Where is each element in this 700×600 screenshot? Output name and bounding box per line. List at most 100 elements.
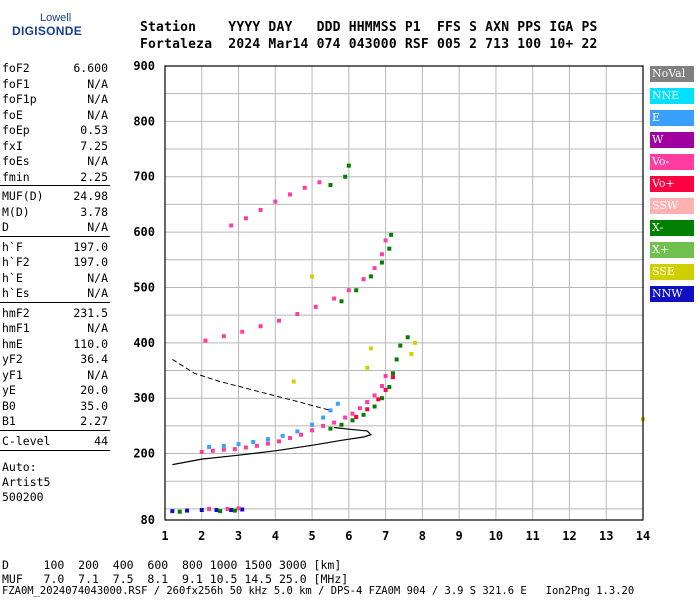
param-name: foF1	[2, 76, 30, 91]
separator	[0, 235, 110, 237]
param-row: foE N/A	[2, 107, 108, 123]
echo-point	[365, 365, 370, 370]
param-value: 44	[94, 433, 108, 448]
echo-point	[203, 338, 208, 343]
param-row: yE 20.0	[2, 382, 108, 398]
echo-point	[240, 329, 245, 334]
echo-point	[254, 443, 259, 448]
legend-item: NoVal	[650, 66, 694, 82]
echo-point	[390, 375, 395, 380]
param-name: h`Es	[2, 286, 30, 300]
param-value: 35.0	[80, 398, 108, 413]
echo-point	[379, 252, 384, 257]
echo-point	[409, 351, 414, 356]
distance-row: D 100 200 400 600 800 1000 1500 3000 [km…	[2, 558, 342, 572]
y-tick-label: 500	[133, 280, 155, 294]
echo-point	[302, 185, 307, 190]
echo-point	[243, 445, 248, 450]
echo-point	[310, 422, 315, 427]
x-tick-label: 13	[599, 529, 613, 543]
echo-point	[339, 422, 344, 427]
echo-point	[221, 443, 226, 448]
param-name: yF1	[2, 367, 23, 382]
echo-point	[214, 508, 219, 513]
echo-point	[258, 324, 263, 329]
echo-point	[295, 429, 300, 434]
param-value: 0.53	[80, 123, 108, 137]
profile-dashed-line	[172, 358, 331, 411]
echo-point	[199, 508, 204, 513]
param-value: 36.4	[80, 352, 108, 366]
param-name: C-level	[2, 433, 51, 448]
echo-point	[232, 508, 237, 513]
echo-point	[229, 508, 234, 513]
param-name: foE	[2, 107, 23, 122]
echo-point	[379, 396, 384, 401]
echo-point	[310, 274, 315, 279]
echo-point	[236, 442, 241, 447]
logo-digisonde: DIGISONDE	[12, 24, 83, 38]
param-value: 7.25	[80, 138, 108, 153]
echo-point	[291, 379, 296, 384]
param-value: 6.600	[73, 61, 108, 75]
echo-point	[170, 509, 175, 514]
auto-line: Artist5	[2, 475, 51, 489]
x-tick-label: 4	[272, 529, 279, 543]
legend-item: W	[650, 132, 694, 148]
separator	[0, 185, 110, 186]
tick-labels: 1 2 3 4 5 6 7 8 9 10 11 12 13 14802003004005006007008…	[133, 59, 650, 543]
echo-point	[389, 232, 394, 237]
param-name: h`F	[2, 239, 23, 254]
param-name: fmin	[2, 169, 30, 184]
echo-point	[376, 397, 381, 402]
echo-point	[387, 385, 392, 390]
param-value: N/A	[87, 321, 108, 335]
param-value: N/A	[87, 107, 108, 122]
param-row: foEp 0.53	[2, 122, 108, 138]
echo-point	[350, 418, 355, 423]
echo-point	[199, 449, 204, 454]
param-name: foF2	[2, 61, 30, 75]
param-name: B1	[2, 414, 16, 428]
echo-point	[218, 509, 223, 514]
profile-solid-line	[172, 426, 373, 466]
separator	[0, 301, 110, 303]
echo-point	[413, 340, 418, 345]
echo-point	[390, 371, 395, 376]
echo-point	[177, 509, 182, 514]
param-name: MUF(D)	[2, 189, 44, 203]
echo-point	[313, 304, 318, 309]
x-tick-label: 1	[161, 529, 168, 543]
param-row: M(D) 3.78	[2, 204, 108, 220]
electron-density-profiles	[172, 358, 373, 466]
legend-item: NNW	[650, 286, 694, 302]
x-tick-label: 14	[636, 529, 650, 543]
echo-point	[243, 216, 248, 221]
x-tick-label: 5	[308, 529, 315, 543]
echo-point	[357, 406, 362, 411]
param-name: M(D)	[2, 204, 30, 219]
param-row: h`F2 197.0	[2, 254, 108, 270]
param-value: 2.25	[80, 169, 108, 184]
param-row: yF2 36.4	[2, 351, 108, 367]
echo-point	[328, 183, 333, 188]
echo-point	[207, 506, 212, 511]
y-tick-label: 80	[141, 513, 155, 527]
separator	[0, 429, 110, 431]
param-value: N/A	[87, 367, 108, 382]
plot-frame	[164, 65, 644, 521]
echo-point	[276, 318, 281, 323]
param-name: B0	[2, 398, 16, 413]
param-value: 231.5	[73, 305, 108, 320]
legend-item: SSW	[650, 198, 694, 214]
echo-point	[332, 296, 337, 301]
param-row: D N/A	[2, 219, 108, 235]
legend-item: Vo-	[650, 154, 694, 170]
echo-point	[332, 420, 337, 425]
param-name: hmF1	[2, 321, 30, 335]
echo-point	[361, 277, 366, 282]
y-tick-label: 200	[133, 447, 155, 461]
echo-point	[210, 448, 215, 453]
legend-item: X-	[650, 220, 694, 236]
param-value: 2.27	[80, 414, 108, 428]
